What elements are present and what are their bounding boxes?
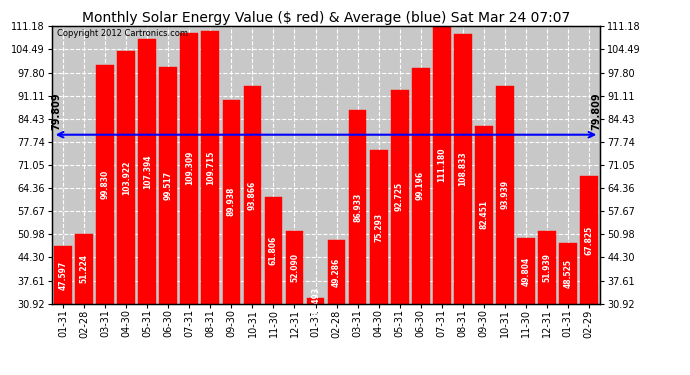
Text: 49.804: 49.804 xyxy=(521,256,530,286)
Bar xyxy=(475,126,493,304)
Bar xyxy=(75,234,93,304)
Text: 99.830: 99.830 xyxy=(101,170,110,199)
Text: 107.394: 107.394 xyxy=(143,154,152,189)
Text: 47.597: 47.597 xyxy=(59,260,68,290)
Bar xyxy=(517,238,535,304)
Text: 89.938: 89.938 xyxy=(227,187,236,216)
Bar xyxy=(286,231,304,304)
Bar xyxy=(244,86,262,304)
Text: 108.833: 108.833 xyxy=(458,152,467,186)
Text: 32.493: 32.493 xyxy=(311,286,320,316)
Text: 51.224: 51.224 xyxy=(80,254,89,283)
Bar xyxy=(538,231,555,304)
Bar xyxy=(433,26,451,304)
Bar xyxy=(370,150,388,304)
Text: 93.866: 93.866 xyxy=(248,180,257,210)
Title: Monthly Solar Energy Value ($ red) & Average (blue) Sat Mar 24 07:07: Monthly Solar Energy Value ($ red) & Ave… xyxy=(82,11,570,25)
Bar xyxy=(412,68,430,304)
Text: 49.286: 49.286 xyxy=(332,257,341,286)
Bar xyxy=(559,243,577,304)
Text: 103.922: 103.922 xyxy=(122,160,131,195)
Text: 52.090: 52.090 xyxy=(290,253,299,282)
Text: 67.825: 67.825 xyxy=(584,225,593,255)
Bar xyxy=(264,197,282,304)
Bar xyxy=(201,32,219,304)
Text: 79.809: 79.809 xyxy=(591,92,601,129)
Text: 93.939: 93.939 xyxy=(500,180,509,209)
Text: 109.309: 109.309 xyxy=(185,151,194,185)
Bar xyxy=(328,240,346,304)
Text: 61.806: 61.806 xyxy=(269,236,278,265)
Text: 48.525: 48.525 xyxy=(563,259,572,288)
Text: 86.933: 86.933 xyxy=(353,192,362,222)
Bar xyxy=(391,90,408,304)
Text: 99.196: 99.196 xyxy=(416,171,425,200)
Bar xyxy=(580,176,598,304)
Text: 92.725: 92.725 xyxy=(395,182,404,212)
Bar xyxy=(55,246,72,304)
Bar xyxy=(454,34,471,304)
Text: 75.293: 75.293 xyxy=(374,213,383,242)
Bar xyxy=(495,86,513,304)
Text: 99.517: 99.517 xyxy=(164,171,173,200)
Text: 111.180: 111.180 xyxy=(437,148,446,182)
Bar xyxy=(97,66,115,304)
Bar xyxy=(306,298,324,304)
Bar xyxy=(222,100,240,304)
Text: Copyright 2012 Cartronics.com: Copyright 2012 Cartronics.com xyxy=(57,29,188,38)
Text: 82.451: 82.451 xyxy=(479,200,488,229)
Bar xyxy=(117,51,135,304)
Text: 79.809: 79.809 xyxy=(51,92,61,129)
Bar xyxy=(181,33,198,304)
Bar xyxy=(139,39,157,304)
Bar xyxy=(159,67,177,304)
Bar xyxy=(348,110,366,304)
Text: 109.715: 109.715 xyxy=(206,150,215,185)
Text: 51.939: 51.939 xyxy=(542,253,551,282)
